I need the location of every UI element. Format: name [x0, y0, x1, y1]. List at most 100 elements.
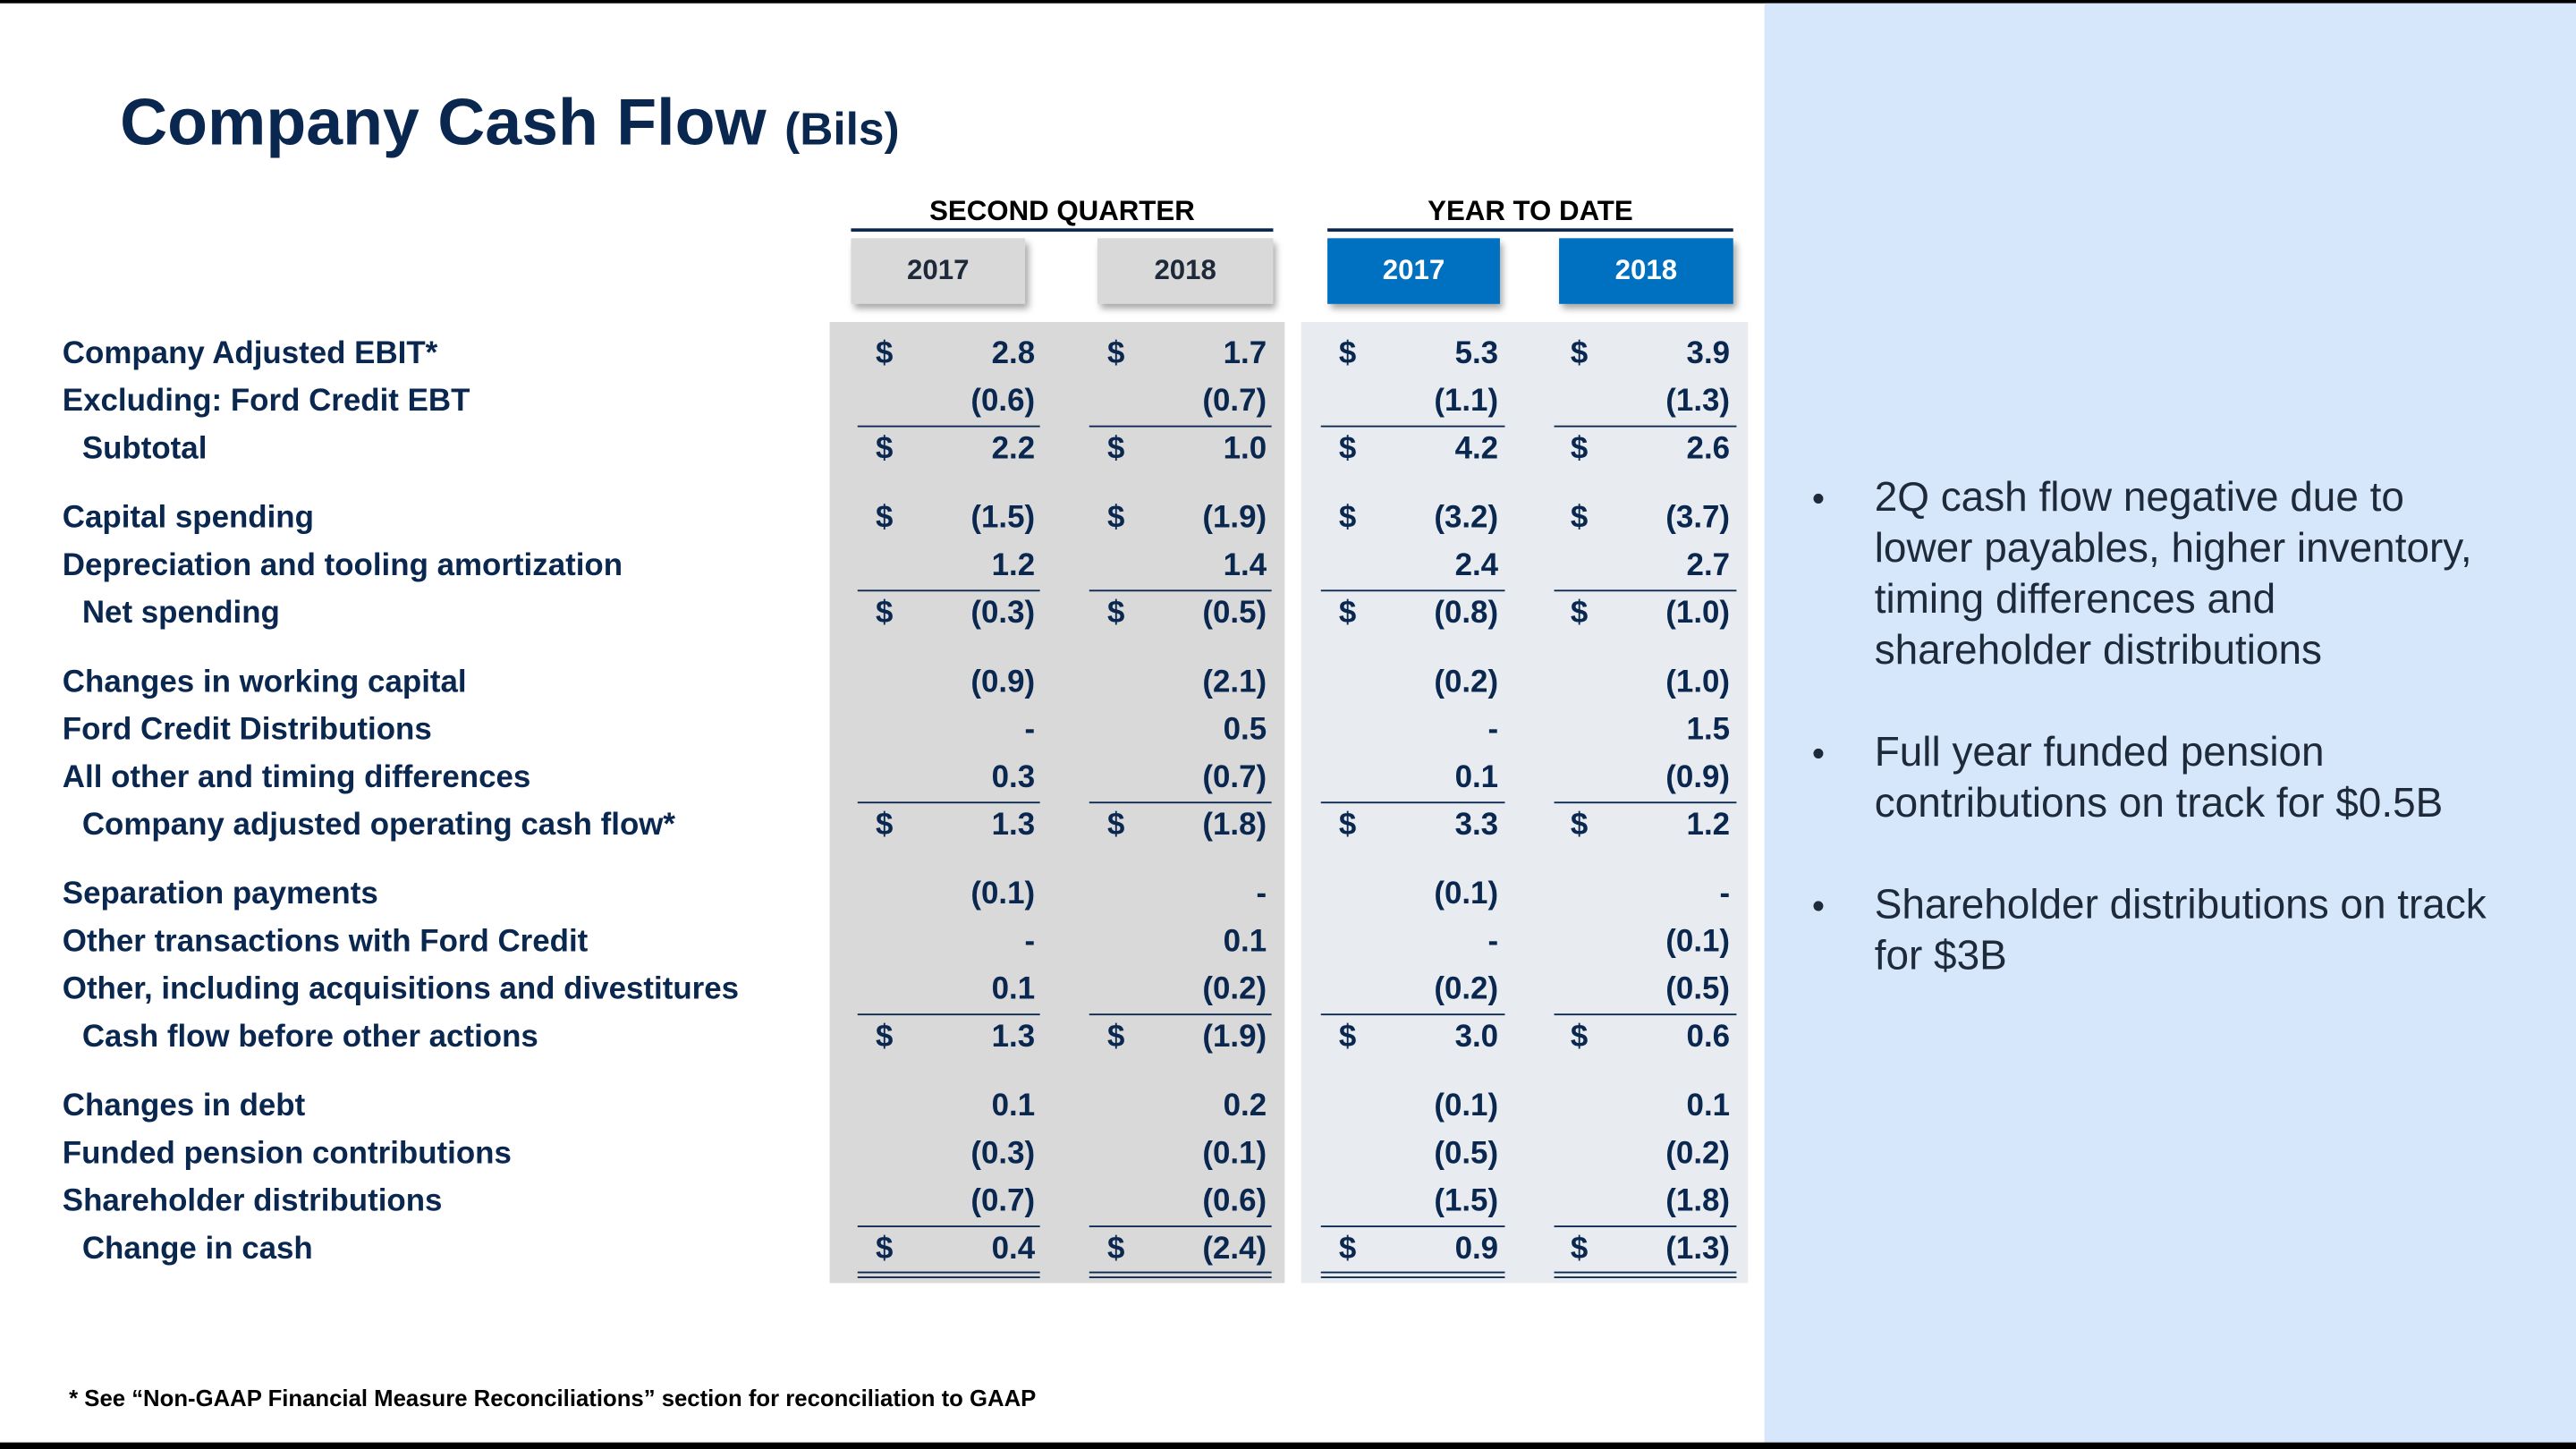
cell-rule [857, 801, 1040, 847]
row-label: Capital spending [62, 501, 314, 536]
cell-rule [1554, 589, 1737, 635]
cell-value: (2.4) [1202, 1232, 1267, 1267]
cell-rule [1089, 1013, 1272, 1059]
cell-value: 3.3 [1454, 808, 1499, 843]
cell-value: 0.1 [1223, 925, 1267, 960]
cell-value: 5.3 [1454, 336, 1499, 372]
currency: $ [1338, 808, 1357, 843]
cell-value: 1.2 [991, 548, 1036, 584]
currency: $ [1106, 1232, 1125, 1267]
cell-value: (0.6) [970, 384, 1036, 419]
bullet-dot: • [1811, 885, 1826, 927]
cell-rule [1320, 589, 1505, 635]
currency: $ [1106, 336, 1125, 372]
cell-rule [1089, 801, 1272, 847]
currency: $ [1338, 432, 1357, 467]
cell-value: 3.0 [1454, 1020, 1499, 1055]
year-header: 2018 [1097, 238, 1274, 304]
subtotal-label: Subtotal [81, 432, 208, 467]
cell-value: (0.2) [1665, 1137, 1731, 1172]
cell-value: (1.0) [1665, 596, 1731, 631]
cell-value: (0.2) [1202, 972, 1267, 1007]
cell-value: 0.3 [991, 760, 1036, 795]
subtotal-label: Change in cash [81, 1232, 313, 1267]
row-label: Excluding: Ford Credit EBT [62, 384, 470, 419]
currency: $ [1338, 596, 1357, 631]
cell-value: 0.1 [991, 1089, 1036, 1124]
title-unit: (Bils) [784, 103, 900, 155]
currency: $ [1570, 1020, 1589, 1055]
cell-rule [857, 425, 1040, 471]
currency: $ [1106, 596, 1125, 631]
row-label: All other and timing differences [62, 760, 531, 795]
currency: $ [875, 596, 894, 631]
cell-value: 1.3 [991, 1020, 1036, 1055]
cell-value: - [1719, 877, 1731, 912]
cell-value: (3.7) [1665, 501, 1731, 536]
title-text: Company Cash Flow [120, 87, 767, 160]
cell-rule [1320, 1225, 1505, 1278]
cell-value: 2.6 [1686, 432, 1731, 467]
cell-rule [1089, 589, 1272, 635]
cell-value: (1.8) [1202, 808, 1267, 843]
row-label: Funded pension contributions [62, 1137, 512, 1172]
subtotal-label: Company adjusted operating cash flow* [81, 808, 676, 843]
cell-value: 3.9 [1686, 336, 1731, 372]
cell-value: (1.3) [1665, 1232, 1731, 1267]
cell-value: (2.1) [1202, 665, 1267, 700]
cell-value: (0.7) [970, 1184, 1036, 1219]
currency: $ [1338, 1020, 1357, 1055]
cell-value: - [1024, 713, 1036, 748]
row-label: Changes in working capital [62, 665, 467, 700]
currency: $ [1338, 501, 1357, 536]
currency: $ [875, 808, 894, 843]
cell-value: 0.6 [1686, 1020, 1731, 1055]
row-label: Separation payments [62, 877, 378, 912]
currency: $ [1106, 808, 1125, 843]
cell-value: 0.4 [991, 1232, 1036, 1267]
cell-rule [857, 1225, 1040, 1278]
cell-rule [1554, 1225, 1737, 1278]
row-label: Shareholder distributions [62, 1184, 443, 1219]
bullet-dot: • [1811, 733, 1826, 775]
row-label: Depreciation and tooling amortization [62, 548, 623, 584]
cell-value: (0.2) [1434, 972, 1499, 1007]
cell-rule [1089, 425, 1272, 471]
cell-value: 0.5 [1223, 713, 1267, 748]
cell-value: 0.1 [991, 972, 1036, 1007]
cell-value: 2.2 [991, 432, 1036, 467]
cell-rule [1320, 425, 1505, 471]
cell-value: (0.6) [1202, 1184, 1267, 1219]
cell-value: - [1256, 877, 1267, 912]
cell-value: 2.4 [1454, 548, 1499, 584]
bullet-dot: • [1811, 478, 1826, 520]
cell-value: 0.9 [1454, 1232, 1499, 1267]
currency: $ [875, 501, 894, 536]
column-group-label: SECOND QUARTER [851, 196, 1274, 232]
cell-value: 4.2 [1454, 432, 1499, 467]
cell-value: (1.1) [1434, 384, 1499, 419]
currency: $ [1570, 596, 1589, 631]
top-border [0, 0, 2576, 4]
currency: $ [1570, 336, 1589, 372]
currency: $ [1570, 1232, 1589, 1267]
cell-rule [1320, 1013, 1505, 1059]
cell-value: (0.2) [1434, 665, 1499, 700]
row-label: Ford Credit Distributions [62, 713, 432, 748]
cell-value: (1.9) [1202, 1020, 1267, 1055]
currency: $ [875, 336, 894, 372]
cell-value: (1.3) [1665, 384, 1731, 419]
row-label: Company Adjusted EBIT* [62, 336, 438, 372]
cell-value: 1.0 [1223, 432, 1267, 467]
cell-value: (0.1) [1202, 1137, 1267, 1172]
cell-value: 1.3 [991, 808, 1036, 843]
cell-value: 1.7 [1223, 336, 1267, 372]
bullet-text: Shareholder distributions on track for $… [1874, 882, 2487, 979]
cell-value: (0.3) [970, 1137, 1036, 1172]
cell-value: (0.1) [1434, 877, 1499, 912]
cell-value: (0.5) [1665, 972, 1731, 1007]
cell-value: (0.9) [1665, 760, 1731, 795]
subtotal-label: Cash flow before other actions [81, 1020, 538, 1055]
